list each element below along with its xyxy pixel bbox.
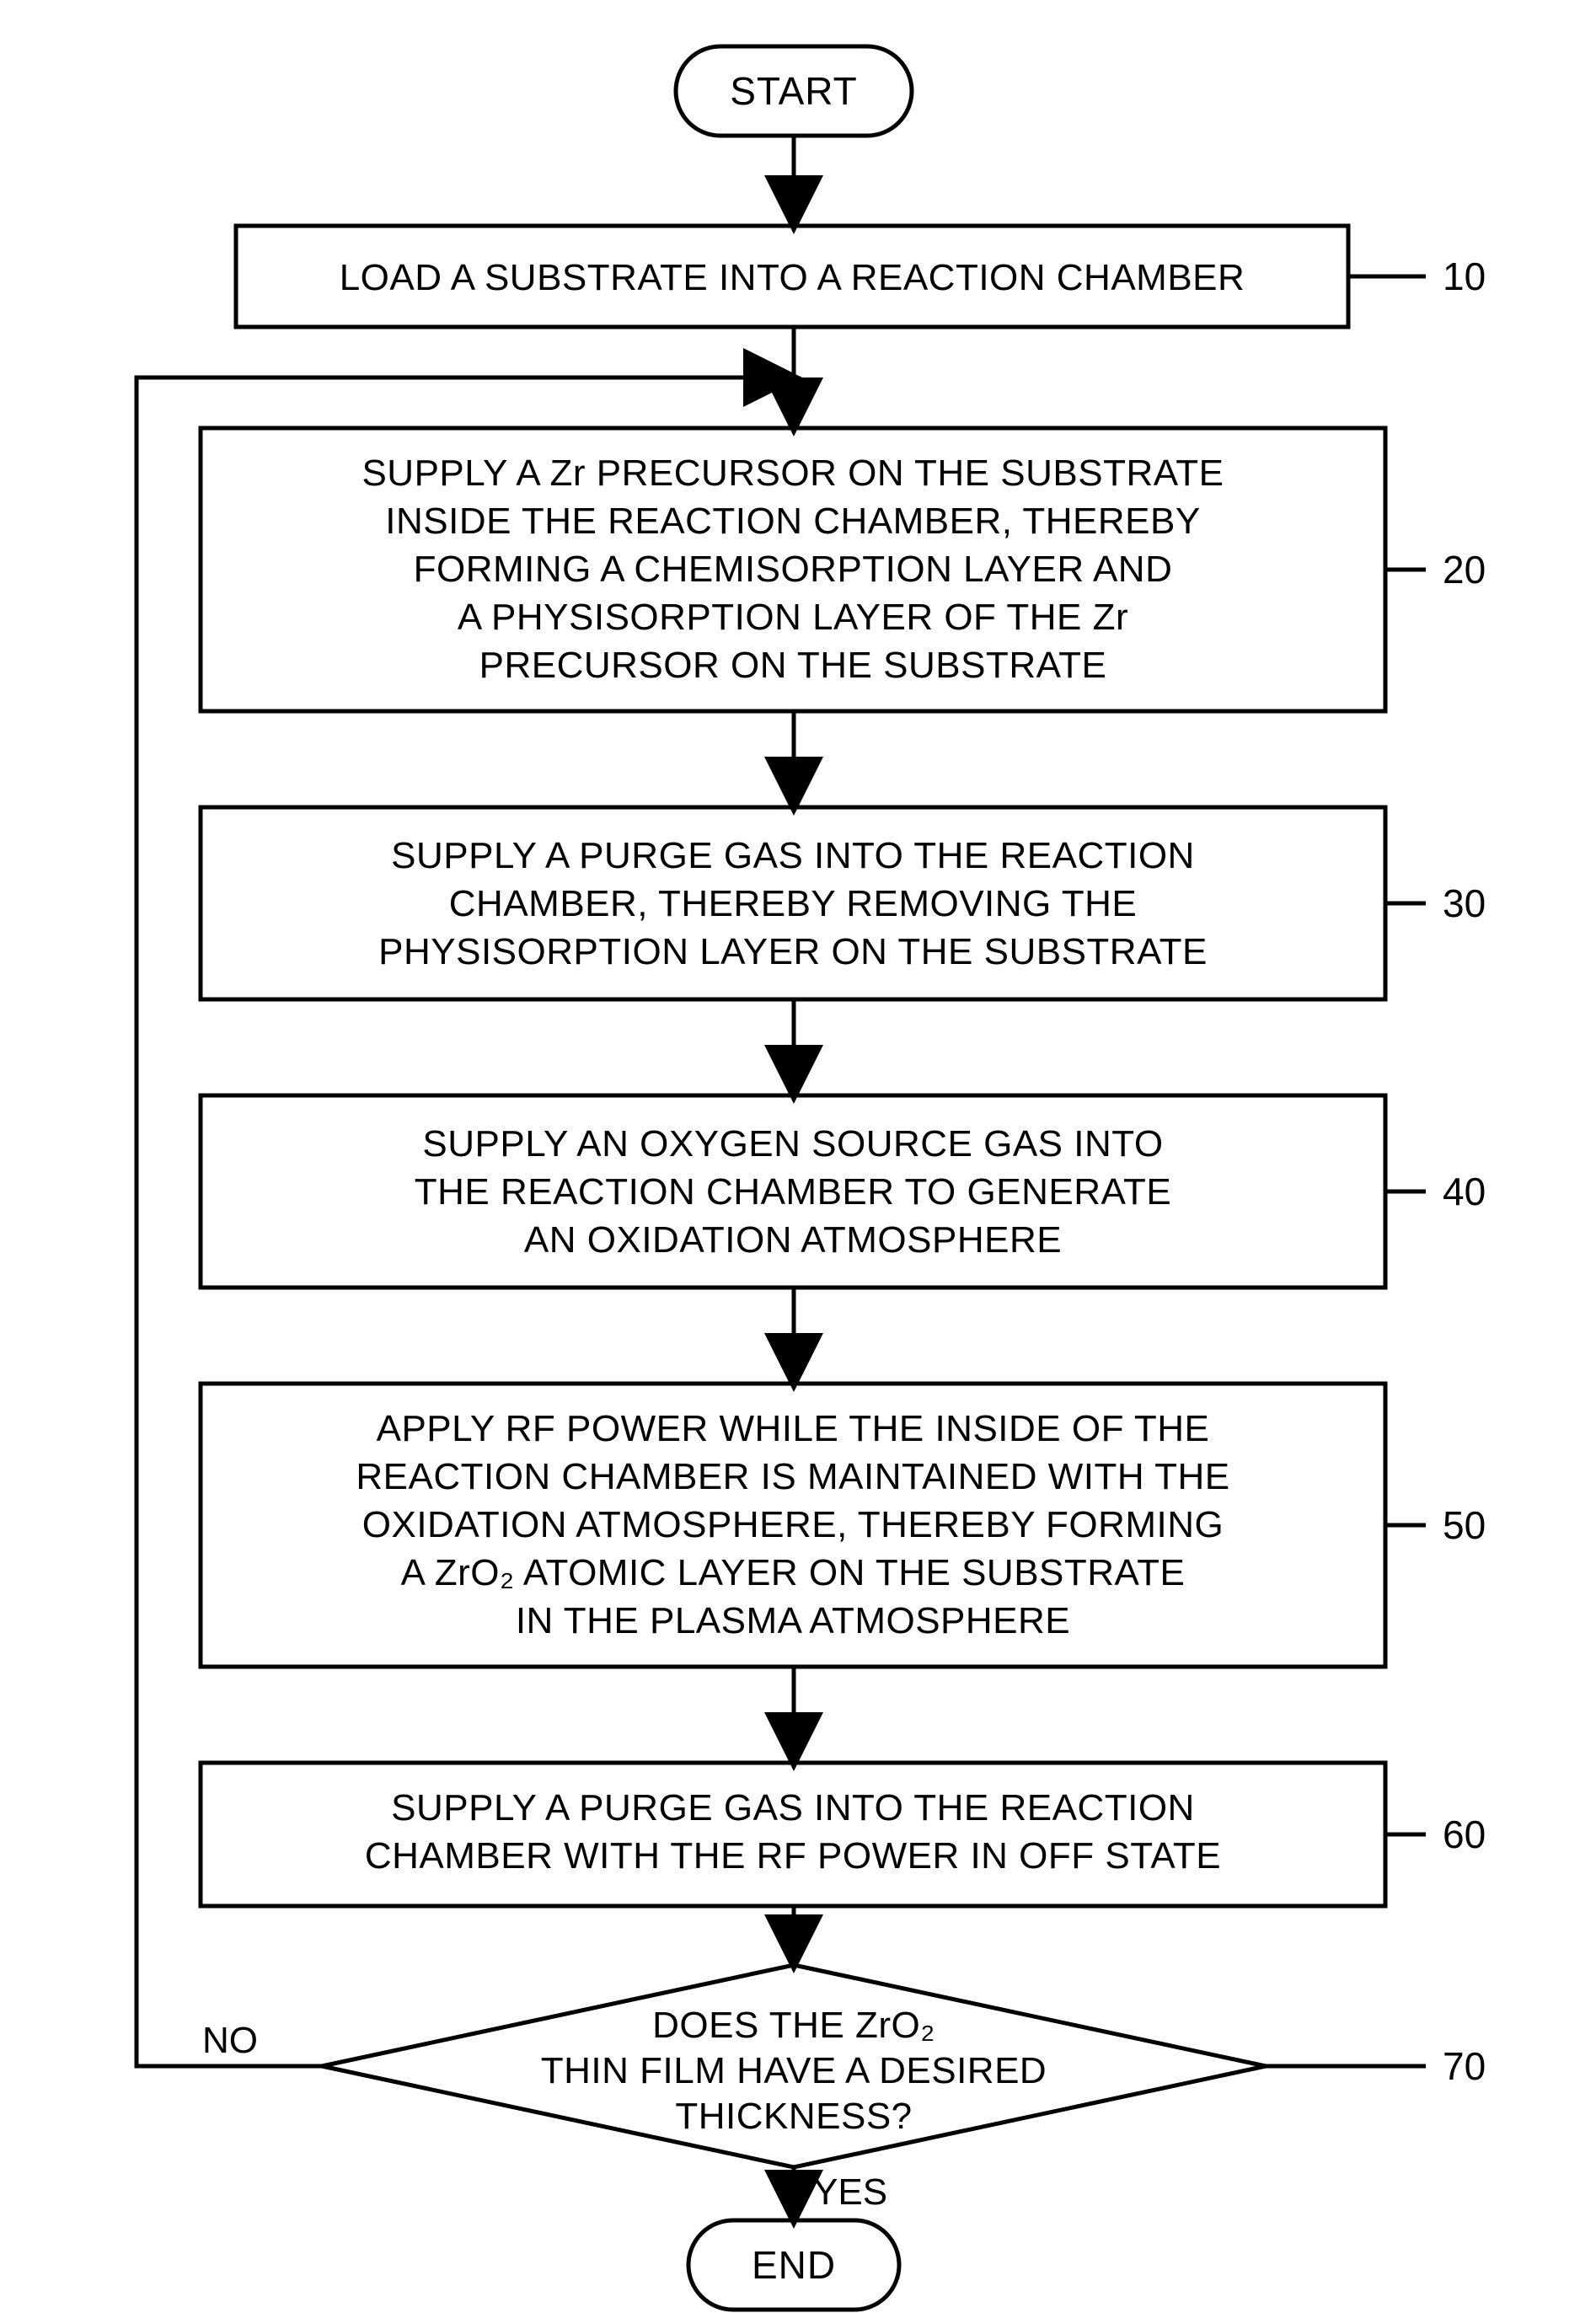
branch-label-no: NO: [202, 2020, 258, 2061]
decision-70-line1: DOES THE ZrO₂: [652, 2005, 935, 2046]
process-60-line1: SUPPLY A PURGE GAS INTO THE REACTION: [391, 1787, 1195, 1828]
process-30-line1: SUPPLY A PURGE GAS INTO THE REACTION: [391, 835, 1195, 876]
process-20-line2: INSIDE THE REACTION CHAMBER, THEREBY: [385, 501, 1200, 542]
process-20-line4: A PHYSISORPTION LAYER OF THE Zr: [458, 597, 1128, 638]
process-40-line1: SUPPLY AN OXYGEN SOURCE GAS INTO: [422, 1123, 1163, 1165]
process-40-line3: AN OXIDATION ATMOSPHERE: [524, 1219, 1062, 1261]
step-label-60: 60: [1443, 1812, 1486, 1856]
process-50-line3: OXIDATION ATMOSPHERE, THEREBY FORMING: [362, 1504, 1224, 1545]
process-50-line2: REACTION CHAMBER IS MAINTAINED WITH THE: [356, 1456, 1229, 1497]
process-50-line4: A ZrO₂ ATOMIC LAYER ON THE SUBSTRATE: [401, 1552, 1186, 1593]
end-terminator: END: [688, 2220, 899, 2310]
decision-70-line2: THIN FILM HAVE A DESIRED: [541, 2050, 1047, 2091]
step-label-40: 40: [1443, 1170, 1486, 1213]
process-30-line3: PHYSISORPTION LAYER ON THE SUBSTRATE: [378, 931, 1208, 972]
start-label: START: [730, 69, 858, 113]
step-label-30: 30: [1443, 881, 1486, 925]
step-label-50: 50: [1443, 1503, 1486, 1547]
process-20: SUPPLY A Zr PRECURSOR ON THE SUBSTRATE I…: [201, 428, 1385, 711]
process-30-line2: CHAMBER, THEREBY REMOVING THE: [449, 883, 1137, 924]
process-40-line2: THE REACTION CHAMBER TO GENERATE: [415, 1171, 1172, 1213]
process-10-text: LOAD A SUBSTRATE INTO A REACTION CHAMBER: [340, 257, 1245, 298]
end-label: END: [752, 2243, 836, 2287]
branch-label-yes: YES: [813, 2171, 887, 2213]
decision-70: DOES THE ZrO₂ THIN FILM HAVE A DESIRED T…: [322, 1965, 1266, 2167]
flowchart-canvas: START LOAD A SUBSTRATE INTO A REACTION C…: [0, 0, 1596, 2313]
step-label-70: 70: [1443, 2044, 1486, 2088]
process-60: SUPPLY A PURGE GAS INTO THE REACTION CHA…: [201, 1763, 1385, 1906]
process-40: SUPPLY AN OXYGEN SOURCE GAS INTO THE REA…: [201, 1095, 1385, 1288]
process-30: SUPPLY A PURGE GAS INTO THE REACTION CHA…: [201, 807, 1385, 999]
process-50: APPLY RF POWER WHILE THE INSIDE OF THE R…: [201, 1384, 1385, 1667]
step-label-10: 10: [1443, 254, 1486, 298]
process-50-line1: APPLY RF POWER WHILE THE INSIDE OF THE: [377, 1408, 1210, 1449]
start-terminator: START: [676, 46, 912, 136]
process-10: LOAD A SUBSTRATE INTO A REACTION CHAMBER: [236, 226, 1348, 327]
process-50-line5: IN THE PLASMA ATMOSPHERE: [516, 1600, 1070, 1641]
step-label-20: 20: [1443, 548, 1486, 592]
process-20-line1: SUPPLY A Zr PRECURSOR ON THE SUBSTRATE: [362, 452, 1224, 494]
decision-70-line3: THICKNESS?: [675, 2096, 912, 2137]
process-60-line2: CHAMBER WITH THE RF POWER IN OFF STATE: [365, 1835, 1221, 1877]
process-20-line3: FORMING A CHEMISORPTION LAYER AND: [414, 549, 1173, 590]
process-20-line5: PRECURSOR ON THE SUBSTRATE: [479, 645, 1107, 686]
